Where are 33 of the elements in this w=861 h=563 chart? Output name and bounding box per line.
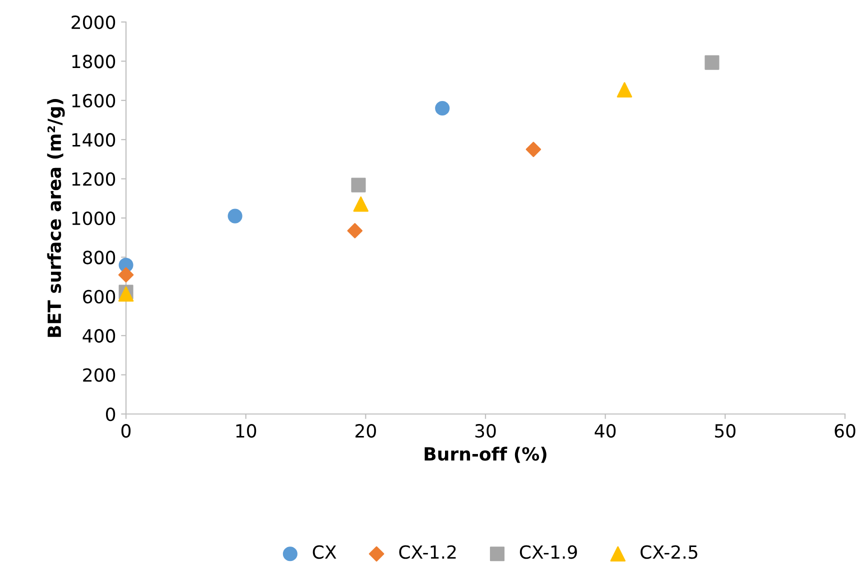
x-tick-label: 50 <box>715 424 736 438</box>
point <box>351 178 366 192</box>
legend-label: CX <box>312 545 336 559</box>
y-tick-label: 1000 <box>72 211 116 226</box>
x-tick-label: 40 <box>594 424 616 438</box>
y-tick-label: 600 <box>83 290 116 304</box>
legend-label: CX-2.5 <box>640 545 698 559</box>
x-tick-label: 10 <box>236 424 256 438</box>
y-tick-label: 1800 <box>72 54 116 68</box>
point <box>347 223 363 238</box>
y-tick-label: 400 <box>82 329 116 343</box>
point <box>704 55 720 70</box>
y-tick-label: 800 <box>83 250 116 264</box>
point <box>526 142 542 158</box>
point <box>435 100 450 116</box>
point <box>118 267 134 282</box>
y-tick-label: 2000 <box>72 15 116 30</box>
x-tick-label: 0 <box>121 424 131 438</box>
y-tick-label: 1400 <box>72 133 116 147</box>
x-tick-label: 30 <box>475 424 496 438</box>
point <box>616 82 632 98</box>
x-axis-title: Burn-off (%) <box>424 446 546 463</box>
point <box>228 208 242 224</box>
legend-label: CX-1.2 <box>399 545 456 559</box>
y-axis-title: BET surface area (m²/g) <box>47 99 65 337</box>
x-tick-label: 20 <box>356 424 376 438</box>
y-tick-label: 1600 <box>72 94 116 108</box>
x-tick-label: 60 <box>834 424 856 438</box>
y-tick-label: 200 <box>83 368 116 382</box>
point <box>353 196 369 212</box>
y-tick-label: 0 <box>106 407 116 422</box>
y-tick-label: 1200 <box>72 172 116 186</box>
legend-label: CX-1.9 <box>520 545 577 559</box>
